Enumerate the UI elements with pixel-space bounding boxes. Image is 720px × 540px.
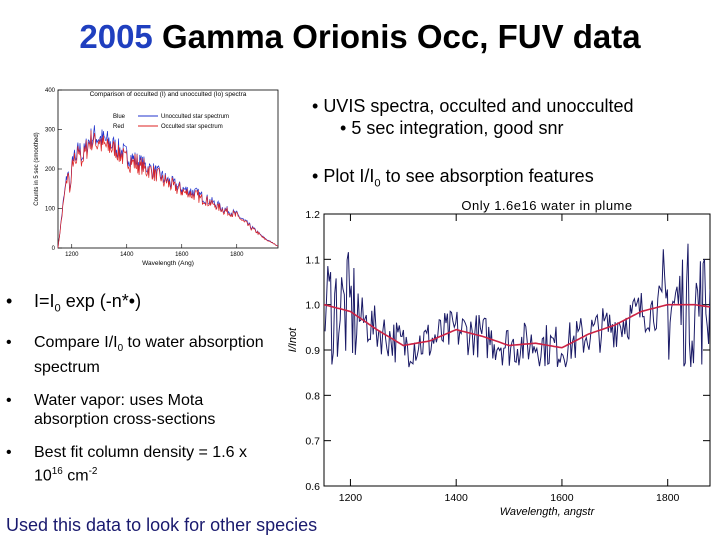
ratio-x-tick-label: 1200	[339, 492, 363, 504]
spec-y-tick-label: 100	[45, 207, 56, 213]
spec-y-tick-label: 200	[45, 167, 56, 173]
ratio-x-tick-label: 1800	[656, 492, 680, 504]
spec-y-tick-label: 300	[45, 128, 56, 134]
right-bullet-3: • Plot I/I0 to see absorption features	[312, 166, 594, 190]
right-bullet-list: • UVIS spectra, occulted and unocculted …	[312, 95, 634, 195]
left-bullet-1-b: exp (-n*•)	[60, 291, 142, 311]
ratio-series-model	[324, 303, 710, 349]
ratio-series-measured	[324, 243, 710, 368]
spec-y-tick-label: 0	[52, 246, 56, 252]
spec-x-axis-label: Wavelength (Ang)	[142, 260, 194, 267]
left-bullet-3: • Water vapor: uses Mota absorption cross…	[6, 391, 266, 429]
ratio-chart: Only 1.6e16 water in plume 0.6 0.7 0.8 0.9 1.…	[287, 198, 711, 518]
ratio-x-tick-label: 1400	[445, 492, 469, 504]
right-bullet-1: • UVIS spectra, occulted and unocculted	[312, 96, 634, 116]
ratio-y-tick-label: 1.2	[305, 209, 320, 221]
bullet-dot: •	[6, 291, 13, 311]
spec-y-tick-label: 400	[45, 88, 56, 94]
ratio-y-tick-label: 1.0	[305, 300, 320, 312]
left-bullet-list: • I=I0 exp (-n*•) • Compare I/I0 to water …	[6, 292, 266, 499]
bullet-dot: •	[6, 391, 12, 409]
right-bullet-3-text: Plot I/I	[323, 166, 375, 186]
left-bullet-4: • Best fit column density = 1.6 x 1016 cm…	[6, 443, 266, 485]
spec-x-tick-label: 1600	[175, 252, 189, 258]
spec-series-occulted	[57, 130, 279, 249]
spec-x-tick-label: 1200	[65, 252, 79, 258]
title-text: Gamma Orionis Occ, FUV data	[152, 18, 641, 55]
right-bullet-3-sub: 0	[374, 177, 381, 190]
spec-legend-name: Unocculted star spectrum	[161, 114, 229, 120]
bullet-dot: •	[6, 443, 12, 461]
ratio-y-axis-label: I/Inot	[287, 327, 299, 352]
left-bullet-2-b: to water absorption spectrum	[34, 333, 264, 376]
ratio-y-tick-label: 0.8	[305, 390, 320, 402]
spectrum-comparison-chart: Comparison of occulted (I) and unocculte…	[34, 88, 279, 267]
left-bullet-4-sup2: -2	[88, 465, 98, 477]
ratio-y-tick-label: 0.7	[305, 436, 320, 448]
spec-x-tick-label: 1400	[120, 252, 134, 258]
left-bullet-4-a: Best fit column density = 1.6 x 10	[34, 443, 247, 485]
slide-title: 2005 Gamma Orionis Occ, FUV data	[0, 18, 720, 56]
ratio-chart-title: Only 1.6e16 water in plume	[461, 198, 632, 213]
left-bullet-2-sub: 0	[117, 342, 124, 354]
ratio-x-axis-label: Wavelength, angstr	[500, 506, 596, 518]
right-bullet-1-text: UVIS spectra, occulted and unocculted	[323, 96, 634, 116]
left-bullet-2: • Compare I/I0 to water absorption spectr…	[6, 333, 266, 377]
right-bullet-3-tail: to see absorption features	[380, 166, 594, 186]
left-bullet-1: • I=I0 exp (-n*•)	[6, 292, 266, 319]
spec-legend-color-label: Blue	[113, 114, 126, 120]
bullet-dot: •	[6, 333, 12, 351]
spec-legend-color-label: Red	[113, 124, 124, 130]
left-bullet-2-a: Compare I/I	[34, 333, 118, 351]
spec-y-axis-label: Counts in 5 sec (smoothed)	[34, 132, 40, 205]
ratio-y-tick-label: 0.9	[305, 345, 320, 357]
left-bullet-1-a: I=I	[34, 291, 55, 311]
left-bullet-3-text: Water vapor: uses Mota absorption cross-…	[34, 391, 216, 428]
ratio-x-tick-label: 1600	[550, 492, 574, 504]
ratio-y-tick-label: 0.6	[305, 481, 320, 493]
spec-chart-title: Comparison of occulted (I) and unocculte…	[90, 91, 247, 98]
bottom-note: Used this data to look for other species	[6, 515, 318, 535]
title-year: 2005	[79, 18, 153, 55]
spec-x-tick-label: 1800	[230, 252, 244, 258]
right-bullet-2: • 5 sec integration, good snr	[340, 118, 564, 138]
ratio-y-tick-label: 1.1	[305, 254, 320, 266]
right-bullet-2-text: 5 sec integration, good snr	[351, 118, 564, 138]
left-bullet-1-sub: 0	[54, 302, 61, 315]
left-bullet-4-b: cm	[62, 467, 89, 485]
spec-series-unocculted	[57, 125, 278, 249]
spec-legend-name: Occulted star spectrum	[161, 124, 223, 130]
left-bullet-4-sup: 16	[51, 465, 63, 477]
